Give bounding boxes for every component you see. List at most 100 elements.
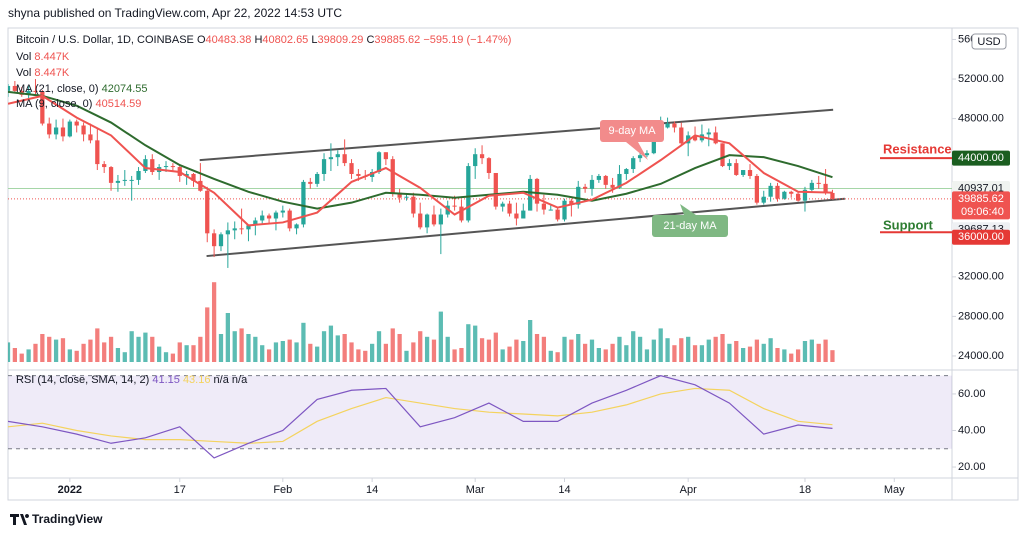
candle-body [129, 179, 134, 181]
candle-body [115, 180, 121, 183]
candle-body [184, 173, 189, 176]
x-tick-label: Apr [680, 484, 697, 496]
y-tick-label: 28000.00 [958, 310, 1004, 322]
ma-value: 40514.59 [95, 98, 141, 110]
volume-bar [177, 342, 182, 362]
volume-bar [363, 350, 368, 362]
candle-body [163, 166, 169, 168]
candle-body [356, 173, 361, 176]
candle-body [727, 163, 732, 167]
legend-row: MA (21, close, 0) 42074.55 [16, 83, 148, 95]
candle-body [569, 200, 574, 205]
candle-body [198, 180, 203, 191]
price-label-box [952, 229, 1010, 245]
candle-body [328, 157, 334, 160]
candle-body [782, 191, 787, 199]
candle-body [81, 125, 86, 135]
legend: Bitcoin / U.S. Dollar, 1D, COINBASE O404… [16, 34, 511, 386]
candle-body [239, 228, 244, 230]
volume-bar [308, 343, 313, 362]
logo-mark [10, 514, 30, 525]
candle-body [761, 196, 766, 203]
candle-body [747, 170, 753, 176]
ohlc-open: 40483.38 [206, 34, 252, 46]
volume-bar [280, 341, 285, 362]
candle-body [74, 121, 79, 126]
volume-bar [136, 336, 141, 362]
volume-bar [809, 339, 814, 362]
candle-body [33, 90, 38, 92]
price-label-box [952, 150, 1010, 166]
volume-bar [617, 336, 622, 362]
candle-body [768, 185, 773, 197]
volume-bar [191, 345, 196, 362]
ma9-annotation-pointer [626, 142, 648, 160]
volume-bar [253, 336, 258, 362]
countdown: 09:06:40 [961, 206, 1004, 218]
volume-bar [514, 339, 519, 362]
rsi-band [8, 375, 952, 449]
price-label: 36000.00 [958, 231, 1004, 243]
candle-body [390, 159, 395, 193]
rsi-extra: n/a [214, 374, 230, 386]
volume-bar [589, 339, 595, 362]
rsi-line [8, 375, 833, 459]
volume-bar [603, 349, 608, 362]
volume-bar [349, 342, 354, 362]
volume-bar [548, 350, 553, 362]
volume-bar [411, 342, 416, 362]
volume-bar [768, 338, 773, 362]
footer-logo: TradingView [10, 512, 103, 526]
candle-body [534, 178, 540, 204]
volume-value: 8.447K [34, 51, 70, 63]
volume-bar [266, 349, 272, 362]
x-tick-label: Mar [466, 484, 485, 496]
volume-bar [287, 339, 292, 362]
candle-body [26, 90, 31, 95]
volume-bar [102, 342, 107, 362]
candle-body [225, 230, 230, 235]
volume-bar [596, 348, 601, 362]
candle-body [582, 186, 588, 189]
volume-bar [692, 345, 698, 362]
currency-box [971, 33, 1007, 50]
volume-bar [40, 334, 45, 362]
volume-bar [534, 334, 540, 362]
candle-body [150, 159, 155, 172]
volume-bar [431, 339, 437, 362]
legend-row: Bitcoin / U.S. Dollar, 1D, COINBASE O404… [16, 34, 511, 46]
volume-bar [624, 345, 629, 362]
volume-bar [321, 331, 327, 362]
legend-row: RSI (14, close, SMA, 14, 2) 41.15 43.16 … [16, 374, 248, 386]
candle-body [452, 205, 457, 207]
rsi-tick-label: 60.00 [958, 388, 986, 400]
volume-bar [184, 345, 189, 362]
volume-bar [294, 342, 299, 362]
price-label: 44000.00 [958, 152, 1004, 164]
rsi-pane [8, 375, 952, 459]
candle-body [734, 163, 739, 175]
volume-bar [686, 336, 691, 362]
volume-bar [754, 339, 760, 362]
volume-bar [802, 341, 808, 362]
volume-bar [741, 348, 746, 362]
volume-bar [541, 336, 547, 362]
volume-bar [445, 336, 450, 362]
volume-bar [26, 349, 31, 362]
volume-bar [473, 325, 478, 362]
ohlc-prefix: O [197, 34, 206, 46]
candle-body [253, 220, 258, 226]
volume-bar [157, 346, 162, 362]
candle-body [60, 127, 66, 137]
candle-body [589, 179, 595, 189]
candle-body [692, 135, 698, 141]
candle-body [830, 192, 835, 199]
volume-bar [129, 331, 134, 362]
candle-body [8, 85, 11, 91]
volume-name: Vol [16, 67, 31, 79]
volume-bar [823, 339, 828, 362]
ohlc-close: 39885.62 [374, 34, 420, 46]
volume-value: 8.447K [34, 67, 70, 79]
